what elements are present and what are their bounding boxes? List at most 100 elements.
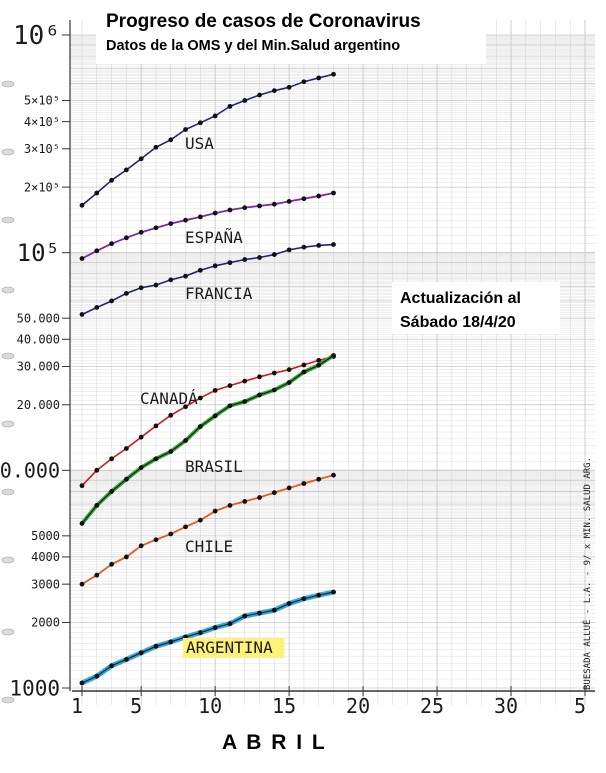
data-point-canada: [197, 395, 203, 401]
data-point-argentina: [153, 643, 159, 649]
data-point-brasil: [79, 521, 85, 526]
binder-hole: [1, 352, 15, 360]
data-point-argentina: [227, 621, 233, 627]
data-point-francia: [331, 242, 336, 247]
data-point-canada: [286, 367, 292, 373]
y-tick-label: 10.000: [0, 458, 60, 482]
data-point-espana: [316, 193, 322, 199]
y-tick-label: 2×10⁵: [24, 180, 60, 194]
x-tick-label: 10: [198, 694, 222, 718]
data-point-canada: [153, 423, 159, 429]
data-point-espana: [123, 235, 129, 241]
y-tick-label: 4000: [31, 550, 60, 564]
data-point-usa: [94, 190, 100, 196]
data-point-chile: [271, 490, 277, 496]
data-point-francia: [109, 298, 114, 304]
data-point-argentina: [123, 657, 129, 662]
data-point-canada: [109, 456, 114, 462]
data-point-argentina: [257, 610, 262, 616]
x-tick-label: 30: [494, 694, 518, 718]
data-point-argentina: [79, 680, 85, 686]
data-point-chile: [242, 498, 248, 504]
series-lines: [79, 71, 336, 686]
data-point-canada: [212, 387, 218, 393]
data-point-chile: [183, 524, 188, 530]
series-label-usa: USA: [185, 134, 214, 153]
data-point-argentina: [94, 673, 100, 679]
data-point-chile: [286, 485, 292, 491]
series-line-ink-argentina: [81, 591, 334, 684]
data-point-chile: [168, 531, 174, 537]
series-labels: USA ESPAÑA FRANCIA CANADÁ BRASIL CHILE ARGENTI…: [140, 134, 285, 658]
data-point-chile: [227, 503, 233, 508]
data-point-chile: [316, 476, 322, 482]
data-point-canada: [227, 383, 233, 389]
y-tick-label: 20.000: [17, 398, 60, 412]
data-point-chile: [257, 495, 262, 500]
data-point-brasil: [331, 353, 336, 358]
grid: [70, 20, 595, 705]
series-line-canada: [81, 355, 335, 487]
binder-hole: [1, 488, 15, 496]
data-point-brasil: [109, 489, 114, 494]
data-point-brasil: [94, 503, 100, 508]
series-line-espana: [81, 192, 335, 260]
data-point-francia: [316, 242, 322, 248]
binder-hole: [1, 556, 15, 564]
binder-hole: [1, 80, 15, 88]
series-line-usa: [81, 73, 335, 207]
data-point-argentina: [331, 589, 336, 595]
axes: 15101520253051000200030004000500010.0002…: [0, 20, 595, 718]
data-point-espana: [331, 190, 336, 196]
x-tick-label: 5: [574, 694, 586, 718]
data-point-francia: [212, 263, 218, 269]
data-point-chile: [109, 561, 114, 567]
data-point-francia: [301, 244, 307, 250]
data-point-canada: [123, 446, 129, 451]
data-point-brasil: [286, 380, 292, 385]
binder-holes: [1, 80, 15, 704]
note-box: [392, 282, 560, 334]
y-tick-label: 10⁶: [13, 21, 60, 51]
data-point-espana: [109, 241, 114, 247]
y-tick-label: 3000: [31, 577, 60, 591]
data-point-espana: [94, 248, 100, 254]
binder-hole: [1, 696, 15, 704]
series-line-francia: [81, 243, 335, 316]
data-point-espana: [286, 198, 292, 204]
data-point-francia: [242, 257, 248, 262]
data-point-argentina: [109, 663, 114, 669]
y-tick-label: 4×10⁵: [24, 115, 60, 129]
data-point-espana: [257, 203, 262, 209]
x-tick-label: 15: [272, 694, 296, 718]
series-label-argentina: ARGENTINA: [186, 638, 273, 657]
data-point-espana: [168, 221, 174, 226]
y-tick-label: 2000: [31, 616, 60, 630]
data-point-usa: [168, 137, 174, 143]
data-point-brasil: [168, 449, 174, 454]
binder-hole: [1, 420, 15, 428]
data-point-argentina: [212, 625, 218, 631]
data-point-brasil: [242, 399, 248, 404]
series-label-brasil: BRASIL: [185, 457, 243, 476]
y-tick-label: 3×10⁵: [24, 142, 60, 156]
data-point-usa: [197, 120, 203, 126]
data-point-brasil: [138, 465, 144, 470]
data-point-canada: [183, 404, 188, 410]
data-point-espana: [153, 225, 159, 231]
y-tick-label: 40.000: [17, 332, 60, 346]
data-point-usa: [153, 144, 159, 150]
data-point-francia: [79, 312, 85, 317]
data-point-francia: [183, 273, 188, 279]
x-tick-label: 5: [130, 694, 142, 718]
data-point-chile: [94, 572, 100, 578]
data-point-espana: [227, 207, 233, 213]
data-point-canada: [79, 483, 85, 489]
binder-hole: [1, 216, 15, 224]
data-point-canada: [301, 362, 307, 368]
x-tick-label: 25: [420, 694, 444, 718]
update-note-line2: Sábado 18/4/20: [400, 314, 516, 331]
data-point-usa: [79, 202, 85, 208]
series-line-ink-brasil: [81, 355, 334, 524]
